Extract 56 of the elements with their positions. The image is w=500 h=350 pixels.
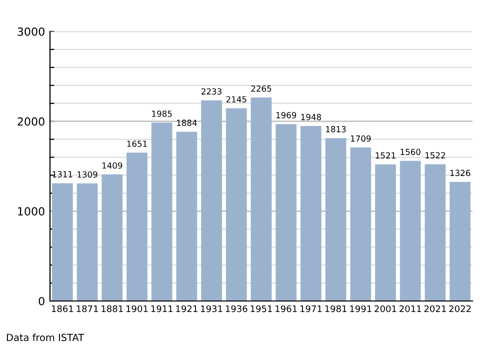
bar bbox=[450, 182, 471, 301]
x-tick-label: 1981 bbox=[325, 305, 346, 312]
x-tick-label: 2022 bbox=[449, 305, 471, 312]
x-tick-label: 1901 bbox=[126, 305, 148, 312]
x-tick-label: 1881 bbox=[102, 305, 123, 312]
data-label: 1813 bbox=[326, 126, 346, 132]
x-tick-label: 1921 bbox=[176, 305, 198, 312]
data-label: 1522 bbox=[426, 152, 445, 158]
data-label: 1651 bbox=[127, 140, 147, 147]
data-label: 1409 bbox=[102, 162, 122, 169]
y-tick-label: 0 bbox=[38, 296, 44, 306]
text: Data from ISTAT bbox=[6, 334, 84, 342]
data-label: 2233 bbox=[202, 88, 222, 95]
x-tick-label: 1971 bbox=[300, 305, 322, 312]
bar bbox=[325, 138, 346, 301]
x-tick-label: 1936 bbox=[226, 305, 248, 312]
bar bbox=[400, 160, 421, 301]
bar bbox=[151, 122, 172, 301]
data-label: 2265 bbox=[251, 85, 272, 92]
x-tick-label: 1931 bbox=[201, 305, 222, 312]
x-tick-label: 1871 bbox=[76, 305, 98, 312]
x-tick-label: 1861 bbox=[52, 305, 74, 312]
bar bbox=[250, 98, 272, 301]
bar bbox=[350, 147, 372, 301]
y-tick-label: 1000 bbox=[18, 207, 44, 216]
bar bbox=[176, 132, 198, 301]
x-tick-label: 1911 bbox=[151, 305, 172, 312]
bar bbox=[52, 183, 73, 301]
data-label: 1985 bbox=[152, 110, 172, 117]
data-label: 1326 bbox=[450, 170, 470, 176]
data-label: 1521 bbox=[376, 152, 396, 159]
data-label: 1948 bbox=[301, 114, 321, 120]
y-tick-label: 3000 bbox=[18, 27, 44, 36]
x-tick-label: 1961 bbox=[276, 305, 297, 312]
bar bbox=[300, 126, 322, 301]
bar bbox=[102, 174, 123, 301]
data-label: 1311 bbox=[52, 171, 72, 178]
x-tick-label: 1951 bbox=[250, 305, 272, 312]
bar bbox=[226, 108, 247, 301]
bar bbox=[424, 164, 446, 301]
data-label: 1969 bbox=[276, 112, 296, 118]
bar bbox=[76, 183, 98, 301]
bar bbox=[375, 164, 396, 301]
x-tick-label: 2021 bbox=[424, 305, 446, 312]
data-label: 1309 bbox=[78, 171, 98, 178]
x-tick-label: 2001 bbox=[374, 305, 396, 312]
data-label: 1560 bbox=[400, 148, 420, 156]
data-label: 1709 bbox=[350, 135, 371, 142]
bar bbox=[201, 100, 222, 301]
bar bbox=[276, 124, 297, 301]
x-tick-label: 1991 bbox=[350, 305, 372, 312]
data-label: 1884 bbox=[177, 120, 197, 126]
bar bbox=[126, 152, 148, 301]
data-label: 2145 bbox=[226, 96, 246, 103]
x-tick-label: 2011 bbox=[400, 305, 422, 312]
y-tick-label: 2000 bbox=[18, 117, 44, 126]
